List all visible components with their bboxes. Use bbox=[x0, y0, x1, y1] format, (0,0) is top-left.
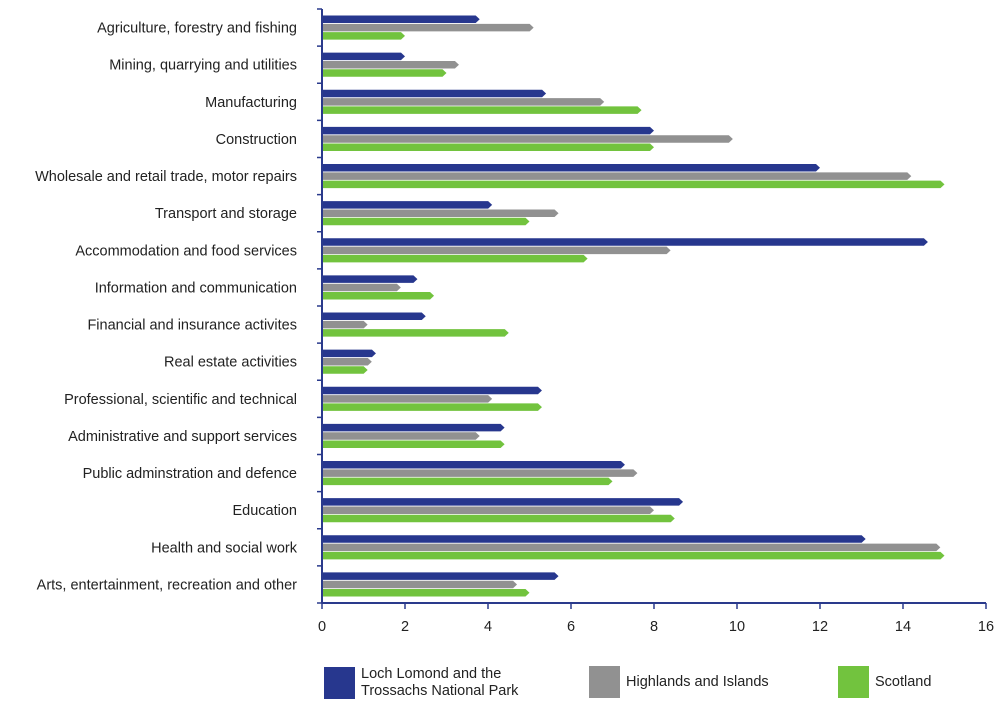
bar bbox=[323, 403, 542, 411]
x-tick-label: 8 bbox=[650, 619, 658, 635]
bar bbox=[323, 477, 613, 486]
bar bbox=[323, 69, 447, 77]
category-label: Wholesale and retail trade, motor repair… bbox=[35, 169, 297, 185]
category-label: Real estate activities bbox=[164, 355, 297, 371]
bars-group bbox=[323, 15, 945, 597]
bar bbox=[323, 52, 405, 61]
category-label: Administrative and support services bbox=[68, 429, 297, 445]
bar bbox=[323, 32, 405, 40]
bar bbox=[323, 386, 542, 395]
bar bbox=[323, 217, 530, 226]
bar bbox=[323, 572, 559, 580]
bar bbox=[323, 291, 435, 300]
bar bbox=[323, 514, 675, 523]
bar bbox=[323, 164, 820, 172]
bar bbox=[323, 126, 654, 135]
legend-swatch-scotland bbox=[838, 666, 869, 698]
bar bbox=[323, 366, 368, 374]
bar bbox=[323, 580, 518, 589]
category-label: Professional, scientific and technical bbox=[64, 392, 297, 408]
bar bbox=[323, 106, 642, 114]
bar bbox=[323, 543, 941, 552]
bar bbox=[323, 440, 505, 448]
x-tick-label: 6 bbox=[567, 619, 575, 635]
legend-label-highlands: Highlands and Islands bbox=[626, 673, 769, 690]
bar bbox=[323, 535, 866, 543]
bar bbox=[323, 432, 480, 440]
legend-label-scotland: Scotland bbox=[875, 673, 932, 690]
bar bbox=[323, 246, 671, 255]
bar bbox=[323, 180, 945, 189]
category-labels: Agriculture, forestry and fishing Mining,… bbox=[35, 21, 298, 594]
bar bbox=[323, 209, 559, 217]
category-label: Arts, entertainment, recreation and othe… bbox=[37, 577, 298, 593]
category-label: Information and communication bbox=[95, 280, 297, 296]
bar bbox=[323, 98, 605, 106]
bar bbox=[323, 357, 372, 366]
legend-swatch-loch-lomond bbox=[324, 667, 355, 699]
bar bbox=[323, 588, 530, 597]
bar bbox=[323, 551, 945, 560]
category-label: Mining, quarrying and utilities bbox=[109, 58, 297, 74]
legend-label-loch-lomond: Loch Lomond and the Trossachs National P… bbox=[361, 666, 519, 699]
x-tick-label: 16 bbox=[978, 619, 994, 635]
bar bbox=[323, 469, 638, 477]
bar bbox=[323, 60, 459, 69]
bar bbox=[323, 254, 588, 263]
bar bbox=[323, 275, 418, 283]
category-label: Health and social work bbox=[151, 540, 298, 556]
bar bbox=[323, 172, 912, 180]
category-label: Education bbox=[233, 503, 298, 519]
x-tick-label: 10 bbox=[729, 619, 745, 635]
x-tick-label: 14 bbox=[895, 619, 911, 635]
category-label: Construction bbox=[216, 132, 297, 148]
x-tick-label: 12 bbox=[812, 619, 828, 635]
bar bbox=[323, 135, 733, 143]
bar bbox=[323, 506, 654, 514]
bar bbox=[323, 423, 505, 432]
axis-ticks bbox=[317, 8, 987, 609]
bar bbox=[323, 283, 401, 292]
bar bbox=[323, 312, 426, 321]
category-label: Financial and insurance activites bbox=[87, 318, 297, 334]
bar bbox=[323, 349, 376, 358]
x-tick-labels: 0 2 4 6 8 10 12 14 16 bbox=[318, 619, 994, 635]
category-label: Agriculture, forestry and fishing bbox=[97, 21, 297, 37]
bar bbox=[323, 15, 480, 24]
x-tick-label: 4 bbox=[484, 619, 492, 635]
category-label: Accommodation and food services bbox=[75, 243, 297, 259]
bar bbox=[323, 201, 493, 209]
bar-chart: Agriculture, forestry and fishing Mining,… bbox=[35, 8, 994, 635]
category-label: Public adminstration and defence bbox=[83, 466, 297, 482]
bar bbox=[323, 320, 368, 329]
bar bbox=[323, 498, 684, 506]
legend: Loch Lomond and the Trossachs National P… bbox=[0, 666, 1005, 701]
bar bbox=[323, 461, 625, 469]
legend-item-scotland: Scotland bbox=[838, 666, 931, 698]
bar bbox=[323, 143, 654, 151]
bar bbox=[323, 395, 493, 403]
category-label: Manufacturing bbox=[205, 95, 297, 111]
legend-item-loch-lomond: Loch Lomond and the Trossachs National P… bbox=[324, 666, 551, 700]
x-tick-label: 2 bbox=[401, 619, 409, 635]
category-label: Transport and storage bbox=[155, 206, 297, 222]
bar bbox=[323, 23, 534, 32]
bar bbox=[323, 89, 547, 98]
bar bbox=[323, 238, 928, 246]
bar bbox=[323, 329, 509, 337]
legend-swatch-highlands bbox=[589, 666, 620, 698]
x-tick-label: 0 bbox=[318, 619, 326, 635]
legend-item-highlands: Highlands and Islands bbox=[589, 666, 769, 698]
